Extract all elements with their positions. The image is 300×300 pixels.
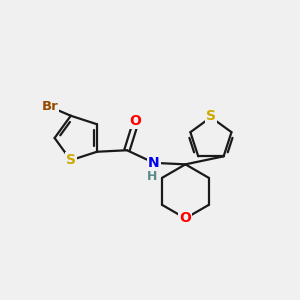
- Text: S: S: [66, 153, 76, 167]
- Text: O: O: [179, 212, 191, 225]
- Text: Br: Br: [41, 100, 58, 113]
- Text: O: O: [129, 114, 141, 128]
- Text: H: H: [147, 170, 158, 183]
- Text: S: S: [206, 109, 216, 123]
- Text: N: N: [148, 156, 160, 170]
